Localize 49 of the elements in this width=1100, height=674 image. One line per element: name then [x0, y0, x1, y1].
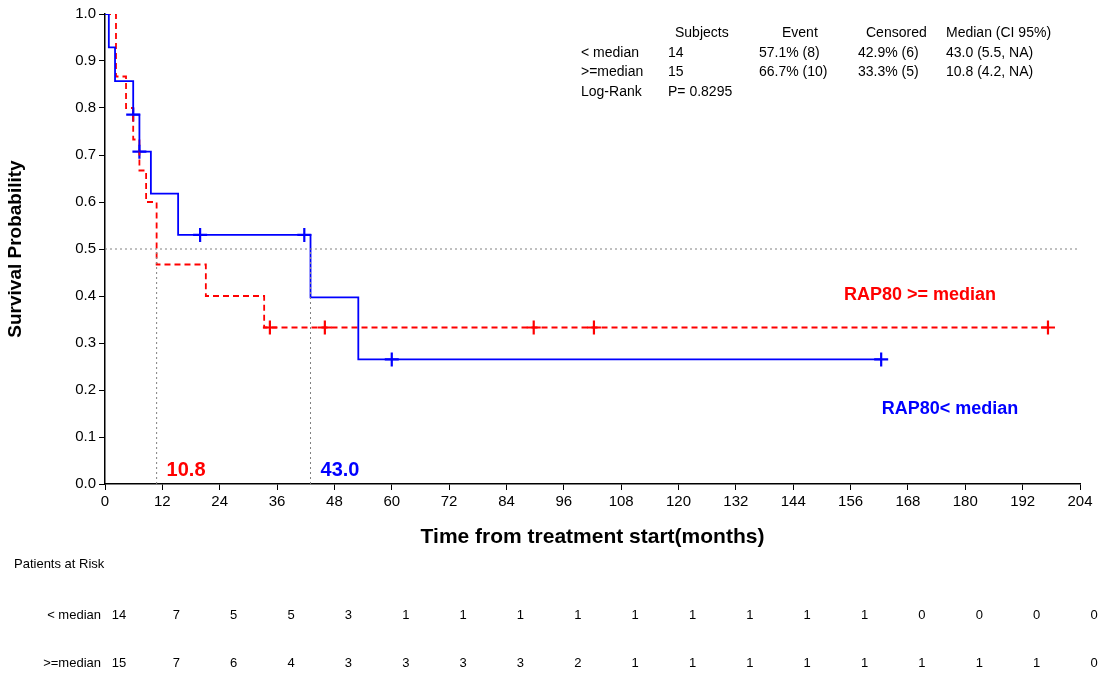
x-tick-label: 36 [268, 492, 286, 510]
y-tick-label: 0.5 [75, 239, 96, 257]
x-tick-label: 120 [666, 492, 692, 510]
x-tick-label: 48 [326, 492, 343, 510]
ref-line-label: 10.8 [166, 457, 206, 480]
y-tick-label: 0.3 [75, 333, 96, 351]
y-tick-label: 1.0 [75, 4, 96, 22]
point [261, 319, 278, 336]
y-axis-title: Survival Probability [3, 159, 25, 338]
x-tick-label: 108 [608, 492, 634, 510]
y-tick-label: 0.0 [75, 474, 96, 492]
y-tick-label: 0.9 [75, 51, 96, 69]
text: < median 14 57.1% (8) 42.9% (6) 43.0 (5.5, NA) [581, 43, 1034, 60]
y-tick-label: 0.1 [75, 427, 96, 445]
text: < median 14 7 5 5 3 1 1 1 1 1 1 1 1 1 0 0 0 0 [47, 607, 1098, 622]
text: Log-Rank P= 0.8295 [581, 82, 733, 99]
point [316, 319, 333, 336]
point [383, 351, 400, 368]
x-tick-label: 204 [1067, 492, 1093, 510]
x-tick-label: 96 [555, 492, 573, 510]
series-label: RAP80 >= median [843, 284, 997, 305]
text: RAP80< median [881, 398, 1019, 419]
x-axis-title: Time from treatment start(months) [420, 524, 765, 548]
x-tick-label: 24 [211, 492, 229, 510]
x-tick-label: 84 [498, 492, 515, 510]
x-tick-label: 132 [723, 492, 749, 510]
point [1039, 319, 1057, 336]
x-tick-label: 144 [780, 492, 806, 510]
y-tick-label: 0.4 [75, 286, 96, 304]
x-tick-label: 156 [838, 492, 864, 510]
point [525, 319, 542, 336]
text: Patients at Risk [14, 556, 105, 572]
x-tick-label: 72 [440, 492, 458, 510]
x-tick-label: 180 [952, 492, 978, 510]
x-tick-label: 60 [383, 492, 401, 510]
text: >=median 15 7 6 4 3 3 3 3 2 1 1 1 1 1 1 1 1 0 [43, 655, 1098, 670]
y-tick-label: 0.6 [75, 192, 96, 210]
text: Subjects Event Censored Median (CI 95%) [675, 24, 1052, 40]
y-tick-label: 0.8 [75, 98, 96, 116]
point [585, 319, 603, 336]
ref-line-label: 43.0 [320, 457, 360, 480]
x-tick-label: 192 [1010, 492, 1036, 510]
x-tick-label: 12 [154, 492, 171, 510]
y-tick-label: 0.2 [75, 380, 96, 398]
text: >=median 15 66.7% (10) 33.3% (5) 10.8 (4.2, NA) [581, 63, 1034, 79]
x-tick-label: 0 [100, 492, 110, 510]
y-tick-label: 0.7 [75, 145, 96, 163]
x-tick-label: 168 [895, 492, 921, 510]
point [873, 351, 890, 368]
